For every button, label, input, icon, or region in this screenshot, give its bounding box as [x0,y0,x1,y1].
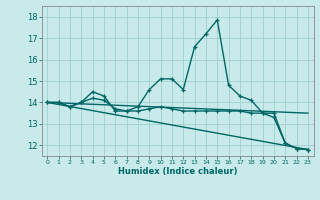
X-axis label: Humidex (Indice chaleur): Humidex (Indice chaleur) [118,167,237,176]
